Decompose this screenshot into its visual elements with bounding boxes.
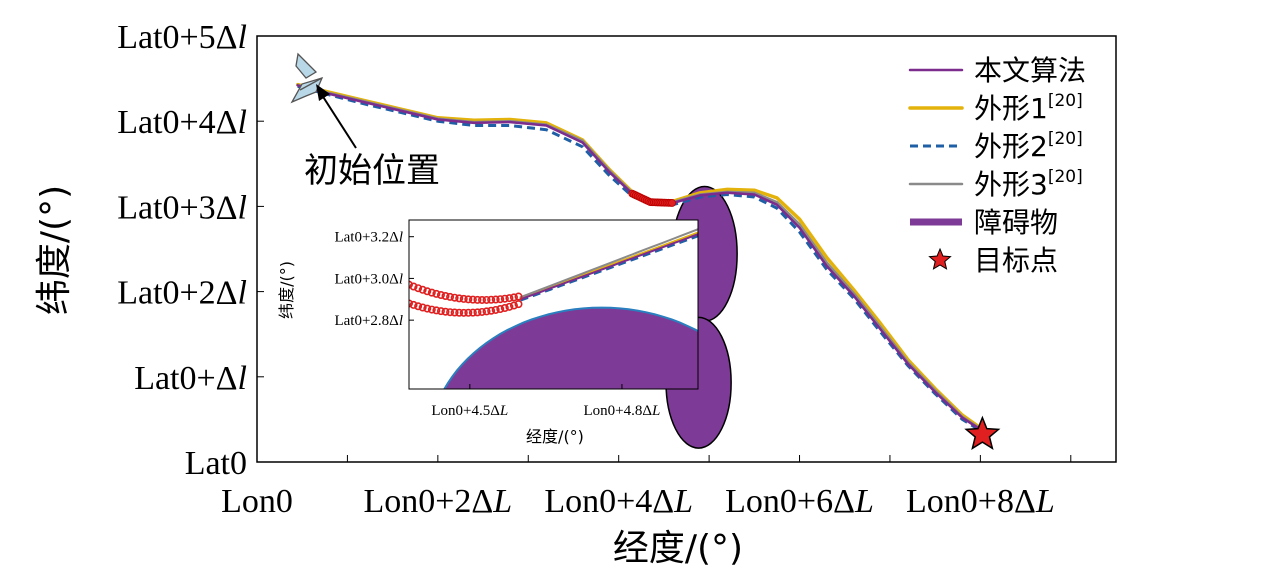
inset-red-marker xyxy=(423,304,432,313)
plot-frame xyxy=(256,35,1117,463)
red-marker xyxy=(668,199,676,207)
start-annotation-label: 初始位置 xyxy=(304,151,440,191)
x-tick-label: Lon0 xyxy=(221,483,293,520)
inset-y-axis-title: 纬度/(°) xyxy=(277,261,296,319)
inset-red-marker xyxy=(500,294,509,303)
legend-label: 外形2[20] xyxy=(974,129,1083,163)
inset-red-marker xyxy=(409,299,413,308)
x-axis-title: 经度/(°) xyxy=(613,528,743,569)
inset-red-marker xyxy=(468,295,477,304)
inset-red-marker xyxy=(409,280,413,289)
legend-label: 外形1[20] xyxy=(974,91,1083,125)
inset-red-marker xyxy=(414,302,423,311)
inset-red-marker xyxy=(496,295,505,304)
inset-red-marker xyxy=(473,295,482,304)
inset-red-marker xyxy=(436,307,445,316)
x-tick-label: Lon0+8ΔL xyxy=(906,483,1055,520)
x-tick-label: Lon0+2ΔL xyxy=(363,483,512,520)
inset-red-marker xyxy=(423,287,432,296)
y-tick-label: Lat0+Δl xyxy=(134,360,247,397)
inset-red-marker xyxy=(455,308,464,317)
inset-series-line xyxy=(519,233,698,301)
inset-obstacle-shape xyxy=(443,306,698,389)
y-ticks: Lat0 Lat0+Δl Lat0+2Δl Lat0+3Δl Lat0+4Δl Lat0+… xyxy=(117,19,264,482)
target-star-icon xyxy=(964,415,1001,451)
inset-red-marker xyxy=(464,308,473,317)
legend-label: 障碍物 xyxy=(974,206,1058,239)
inset-red-marker xyxy=(473,308,482,317)
inset-red-marker xyxy=(509,301,518,310)
legend-label: 目标点 xyxy=(974,244,1058,277)
inset-y-tick-label: Lat0+2.8Δl xyxy=(334,313,403,329)
inset-red-marker xyxy=(409,282,418,291)
inset-red-marker xyxy=(418,303,427,312)
inset-red-marker xyxy=(505,302,514,311)
inset-plot: Lon0+4.5ΔL Lon0+4.8ΔL Lat0+2.8Δl Lat0+3.0Δ… xyxy=(277,219,699,446)
inset-red-marker xyxy=(441,292,450,301)
y-tick-label: Lat0+4Δl xyxy=(117,104,247,141)
inset-red-marker xyxy=(464,295,473,304)
inset-series-lines xyxy=(519,228,698,302)
inset-red-marker xyxy=(418,285,427,294)
inset-red-marker xyxy=(514,292,523,301)
inset-red-marker xyxy=(450,293,459,302)
inset-y-tick-label: Lat0+3.2Δl xyxy=(334,230,403,246)
inset-red-marker xyxy=(482,295,491,304)
y-tick-label: Lat0+2Δl xyxy=(117,275,247,312)
inset-x-tick-label: Lon0+4.8ΔL xyxy=(584,403,661,419)
inset-y-ticks: Lat0+2.8Δl Lat0+3.0Δl Lat0+3.2Δl xyxy=(334,230,414,329)
inset-series-line xyxy=(520,234,698,302)
inset-red-marker xyxy=(505,294,514,303)
inset-x-axis-title: 经度/(°) xyxy=(526,427,584,446)
inset-red-marker xyxy=(491,295,500,304)
inset-x-tick-label: Lon0+4.5ΔL xyxy=(431,403,508,419)
inset-red-marker xyxy=(514,300,523,309)
y-tick-label: Lat0 xyxy=(185,445,247,482)
start-annotation: 初始位置 xyxy=(304,84,440,191)
inset-red-marker xyxy=(482,307,491,316)
legend-label: 本文算法 xyxy=(974,54,1086,87)
inset-red-marker xyxy=(455,294,464,303)
inset-red-marker xyxy=(432,289,441,298)
inset-series-line xyxy=(519,231,698,300)
inset-red-marker xyxy=(427,305,436,314)
x-tick-label: Lon0+6ΔL xyxy=(725,483,874,520)
legend-star-icon xyxy=(928,247,952,270)
red-markers xyxy=(628,189,676,207)
inset-red-marker xyxy=(500,304,509,313)
inset-red-marker xyxy=(432,306,441,315)
aircraft-icon xyxy=(290,52,324,104)
inset-red-marker xyxy=(436,291,445,300)
y-axis-title: 纬度/(°) xyxy=(34,185,75,315)
y-tick-label: Lat0+5Δl xyxy=(117,19,247,56)
x-ticks: Lon0 Lon0+2ΔL Lon0+4ΔL Lon0+6ΔL Lon0+8ΔL xyxy=(221,455,1072,520)
inset-red-marker xyxy=(446,308,455,317)
inset-x-ticks: Lon0+4.5ΔL Lon0+4.8ΔL xyxy=(431,384,660,419)
inset-red-marker xyxy=(446,292,455,301)
inset-red-marker xyxy=(478,295,487,304)
inset-red-marker xyxy=(414,284,423,293)
inset-obstacle xyxy=(443,306,698,389)
inset-red-marker xyxy=(441,307,450,316)
inset-red-marker xyxy=(487,295,496,304)
x-tick-label: Lon0+4ΔL xyxy=(544,483,693,520)
inset-red-marker xyxy=(487,306,496,315)
inset-red-marker xyxy=(409,300,418,309)
inset-red-marker xyxy=(509,293,518,302)
inset-red-marker xyxy=(496,305,505,314)
inset-red-markers xyxy=(409,280,523,317)
inset-red-marker xyxy=(478,307,487,316)
inset-red-marker xyxy=(468,308,477,317)
inset-red-marker xyxy=(450,308,459,317)
inset-red-marker xyxy=(459,294,468,303)
inset-red-marker xyxy=(491,305,500,314)
inset-series-line xyxy=(519,228,698,299)
y-tick-label: Lat0+3Δl xyxy=(117,189,247,226)
inset-red-marker xyxy=(459,308,468,317)
inset-red-marker xyxy=(427,288,436,297)
legend-label: 外形3[20] xyxy=(974,167,1083,201)
inset-y-tick-label: Lat0+3.0Δl xyxy=(334,271,403,287)
